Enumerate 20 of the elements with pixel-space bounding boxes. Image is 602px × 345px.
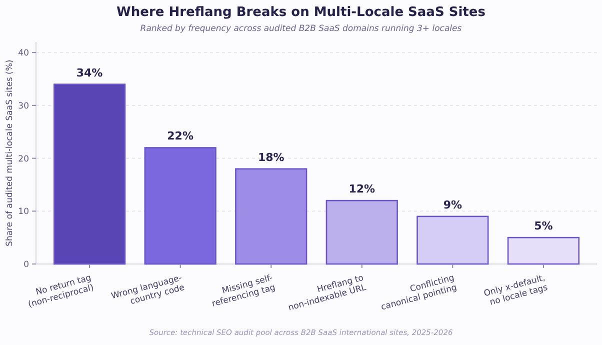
y-tick-label: 10 <box>18 207 29 218</box>
bar <box>507 236 580 265</box>
data-label: 5% <box>534 220 553 233</box>
chart-title: Where Hreflang Breaks on Multi-Locale SaaS Sites <box>116 5 486 20</box>
y-tick-label: 30 <box>18 101 29 112</box>
data-label: 18% <box>258 150 284 164</box>
y-axis-title: Share of audited multi-locale SaaS sites (%) <box>5 60 15 246</box>
y-tick-label: 40 <box>18 48 29 59</box>
bar <box>235 168 308 265</box>
chart-subtitle: Ranked by frequency across audited B2B SaaS domains running 3+ locales <box>140 24 462 34</box>
data-label: 12% <box>348 182 376 196</box>
data-label: 34% <box>76 66 103 80</box>
bar <box>54 84 126 265</box>
bar <box>416 216 489 265</box>
data-label: 22% <box>167 130 194 143</box>
data-label: 9% <box>443 198 462 212</box>
bar <box>326 200 398 265</box>
y-tick-label: 0 <box>24 260 29 270</box>
y-tick-label: 20 <box>18 154 29 164</box>
bar <box>144 147 216 265</box>
